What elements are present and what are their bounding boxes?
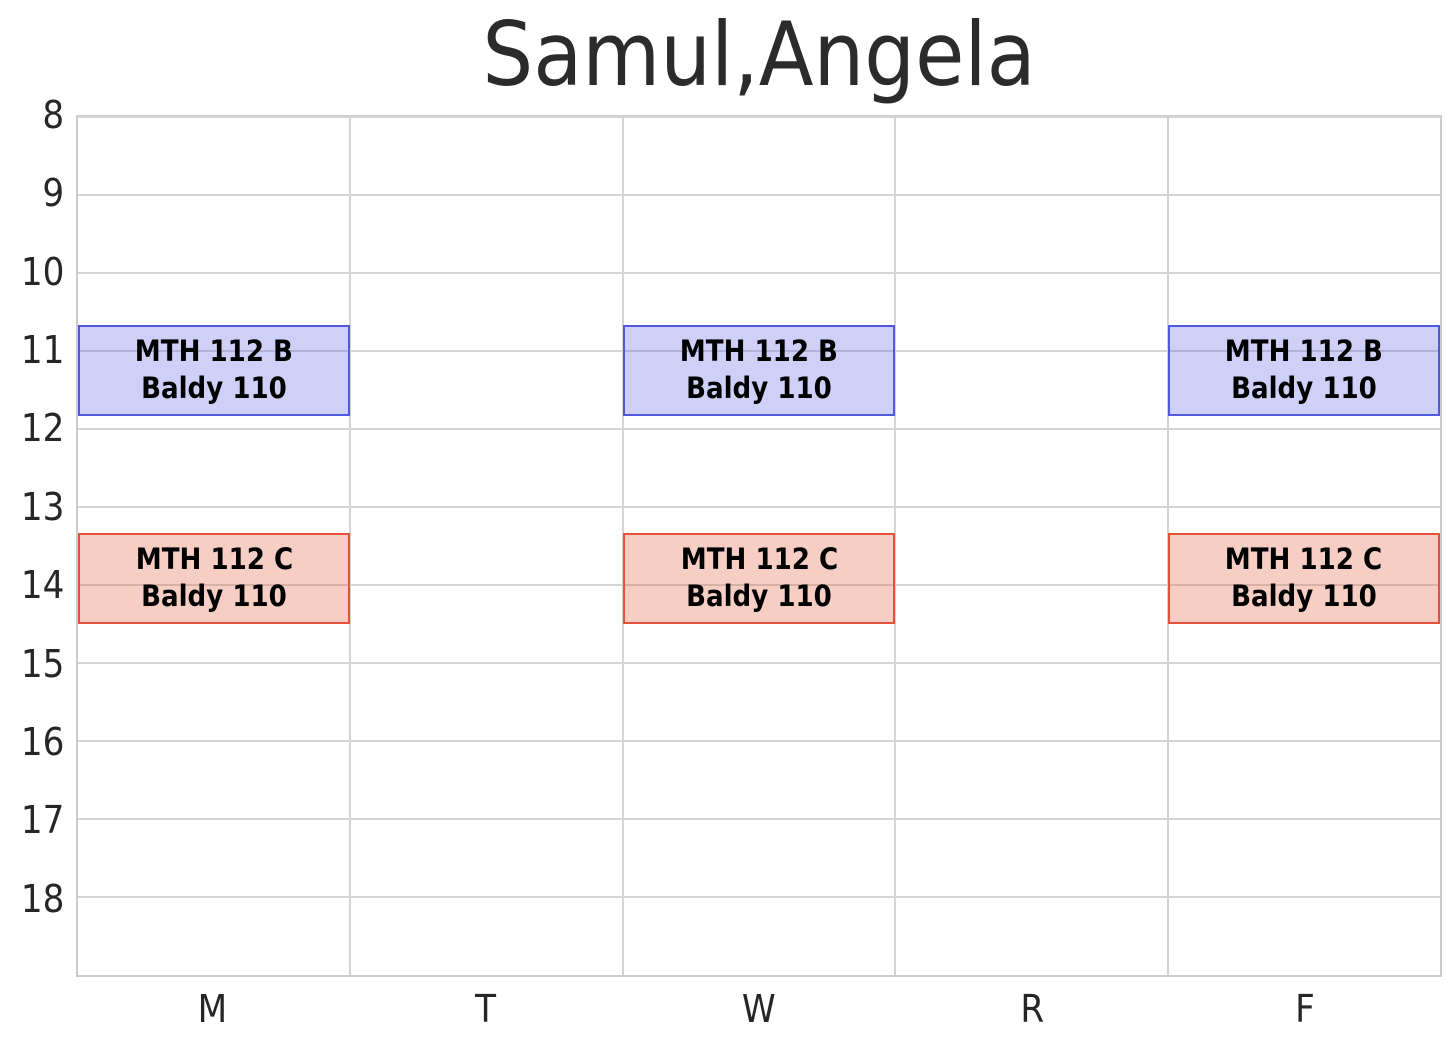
- hour-gridline: [78, 818, 1440, 820]
- y-axis-tick-text: 14: [20, 563, 64, 608]
- y-axis-tick-label: 10: [16, 250, 64, 294]
- class-block-room: Baldy 110: [141, 371, 288, 406]
- class-block-room: Baldy 110: [1230, 579, 1377, 614]
- class-block-course: MTH 112 C: [680, 542, 838, 577]
- hour-gridline: [78, 116, 1440, 118]
- page-title: Samul,Angela: [76, 0, 1442, 108]
- y-axis-tick-text: 16: [20, 719, 64, 764]
- x-axis-day-label: M: [76, 987, 349, 1031]
- x-axis-day-text: T: [475, 987, 497, 1031]
- y-axis-tick-label: 15: [16, 642, 64, 686]
- y-axis-tick-text: 9: [42, 171, 64, 216]
- hour-gridline: [78, 896, 1440, 898]
- x-axis-day-text: W: [742, 987, 776, 1031]
- hour-gridline: [78, 662, 1440, 664]
- hour-gridline: [78, 740, 1440, 742]
- class-block: MTH 112 B Baldy 110: [622, 325, 896, 416]
- y-axis-tick-label: 8: [40, 93, 64, 137]
- x-axis-day-text: M: [197, 987, 228, 1031]
- class-block: MTH 112 B Baldy 110: [1167, 325, 1440, 416]
- y-axis-tick-text: 12: [20, 406, 64, 451]
- class-block-course: MTH 112 B: [1224, 334, 1383, 369]
- day-gridline: [894, 117, 897, 975]
- page-title-text: Samul,Angela: [482, 2, 1036, 106]
- y-axis-tick-label: 13: [16, 485, 64, 529]
- hour-gridline: [78, 272, 1440, 274]
- y-axis-tick-text: 13: [20, 484, 64, 529]
- x-axis-day-label: F: [1169, 987, 1442, 1031]
- y-axis-tick-text: 11: [20, 328, 64, 373]
- hour-gridline: [78, 584, 1440, 586]
- y-axis-tick-label: 14: [16, 563, 64, 607]
- class-block: MTH 112 C Baldy 110: [1167, 532, 1440, 624]
- y-axis-tick-label: 11: [16, 328, 64, 372]
- hour-gridline: [78, 428, 1440, 430]
- y-axis-tick-label: 12: [16, 406, 64, 450]
- hour-gridline: [78, 194, 1440, 196]
- class-block-course: MTH 112 B: [679, 334, 839, 369]
- y-axis-tick-text: 15: [20, 641, 64, 686]
- class-block-course: MTH 112 B: [135, 334, 294, 369]
- class-block: MTH 112 B Baldy 110: [78, 325, 351, 416]
- class-block-course: MTH 112 C: [1225, 542, 1383, 577]
- y-axis-tick-text: 18: [20, 876, 64, 921]
- class-block: MTH 112 C Baldy 110: [622, 532, 896, 624]
- y-axis-tick-text: 8: [42, 93, 64, 137]
- class-block-room: Baldy 110: [686, 371, 832, 406]
- class-block-room: Baldy 110: [1230, 371, 1377, 406]
- hour-gridline: [78, 350, 1440, 352]
- class-block: MTH 112 C Baldy 110: [78, 532, 351, 624]
- class-block-room: Baldy 110: [141, 579, 288, 614]
- x-axis-day-label: R: [896, 987, 1169, 1031]
- hour-gridline: [78, 506, 1440, 508]
- class-block-course: MTH 112 C: [135, 542, 293, 577]
- x-axis-day-text: F: [1295, 987, 1316, 1031]
- y-axis-tick-text: 10: [20, 249, 64, 294]
- y-axis-tick-text: 17: [20, 798, 64, 843]
- x-axis-day-text: R: [1020, 987, 1045, 1031]
- x-axis-day-label: T: [349, 987, 622, 1031]
- y-axis-tick-label: 9: [40, 171, 64, 215]
- plot-area: MTH 112 B Baldy 110 MTH 112 B Baldy 110 MTH …: [76, 115, 1442, 977]
- y-axis-tick-label: 17: [16, 798, 64, 842]
- x-axis-day-label: W: [622, 987, 895, 1031]
- y-axis-tick-label: 18: [16, 877, 64, 921]
- class-block-room: Baldy 110: [686, 579, 832, 614]
- day-gridline: [349, 117, 352, 975]
- y-axis-tick-label: 16: [16, 720, 64, 764]
